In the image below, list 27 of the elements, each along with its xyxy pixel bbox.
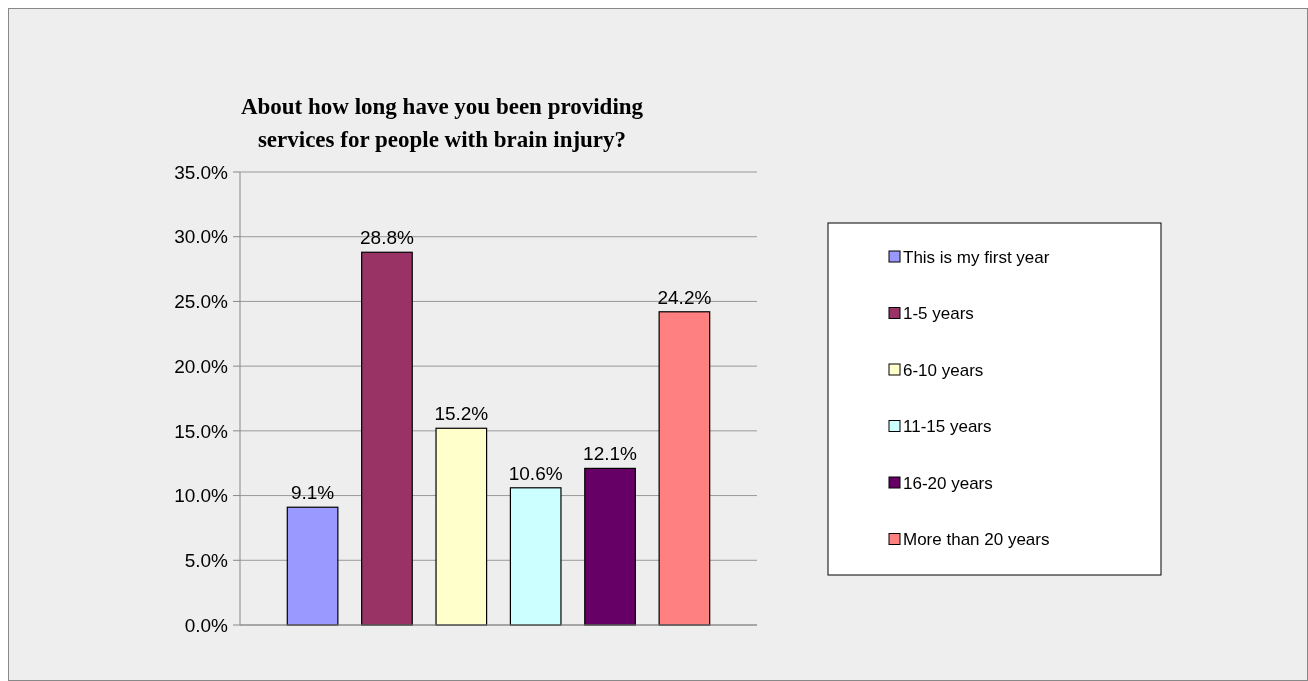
legend-label: This is my first year xyxy=(903,247,1050,267)
y-tick-label: 20.0% xyxy=(174,355,229,377)
text: 10.6% xyxy=(508,462,563,484)
y-tick-label: 25.0% xyxy=(174,291,229,313)
legend-label: 6-10 years xyxy=(903,360,984,380)
y-tick-label: 35.0% xyxy=(174,161,229,183)
y-tick-label: 15.0% xyxy=(174,420,229,442)
legend-label: More than 20 years xyxy=(903,530,1050,550)
bar xyxy=(509,487,562,626)
text: 15.2% xyxy=(434,403,489,425)
bar xyxy=(584,467,636,626)
y-tick-label: 30.0% xyxy=(174,226,229,248)
y-tick-label: 0.0% xyxy=(184,614,229,636)
text: 9.1% xyxy=(290,482,335,504)
chart-title: About how long have you been providing services for people with brain injury? xyxy=(240,94,644,152)
bar xyxy=(435,427,488,626)
bar xyxy=(286,506,339,626)
text: 24.2% xyxy=(657,286,712,308)
legend-label: 16-20 years xyxy=(903,473,993,493)
text: 28.8% xyxy=(360,227,414,249)
legend-label: 11-15 years xyxy=(903,417,992,437)
y-tick-label: 5.0% xyxy=(184,549,229,571)
bar xyxy=(658,311,711,626)
text: 12.1% xyxy=(583,443,637,465)
legend-label: 1-5 years xyxy=(903,304,974,324)
bar xyxy=(361,251,413,626)
y-tick-label: 10.0% xyxy=(174,485,229,507)
